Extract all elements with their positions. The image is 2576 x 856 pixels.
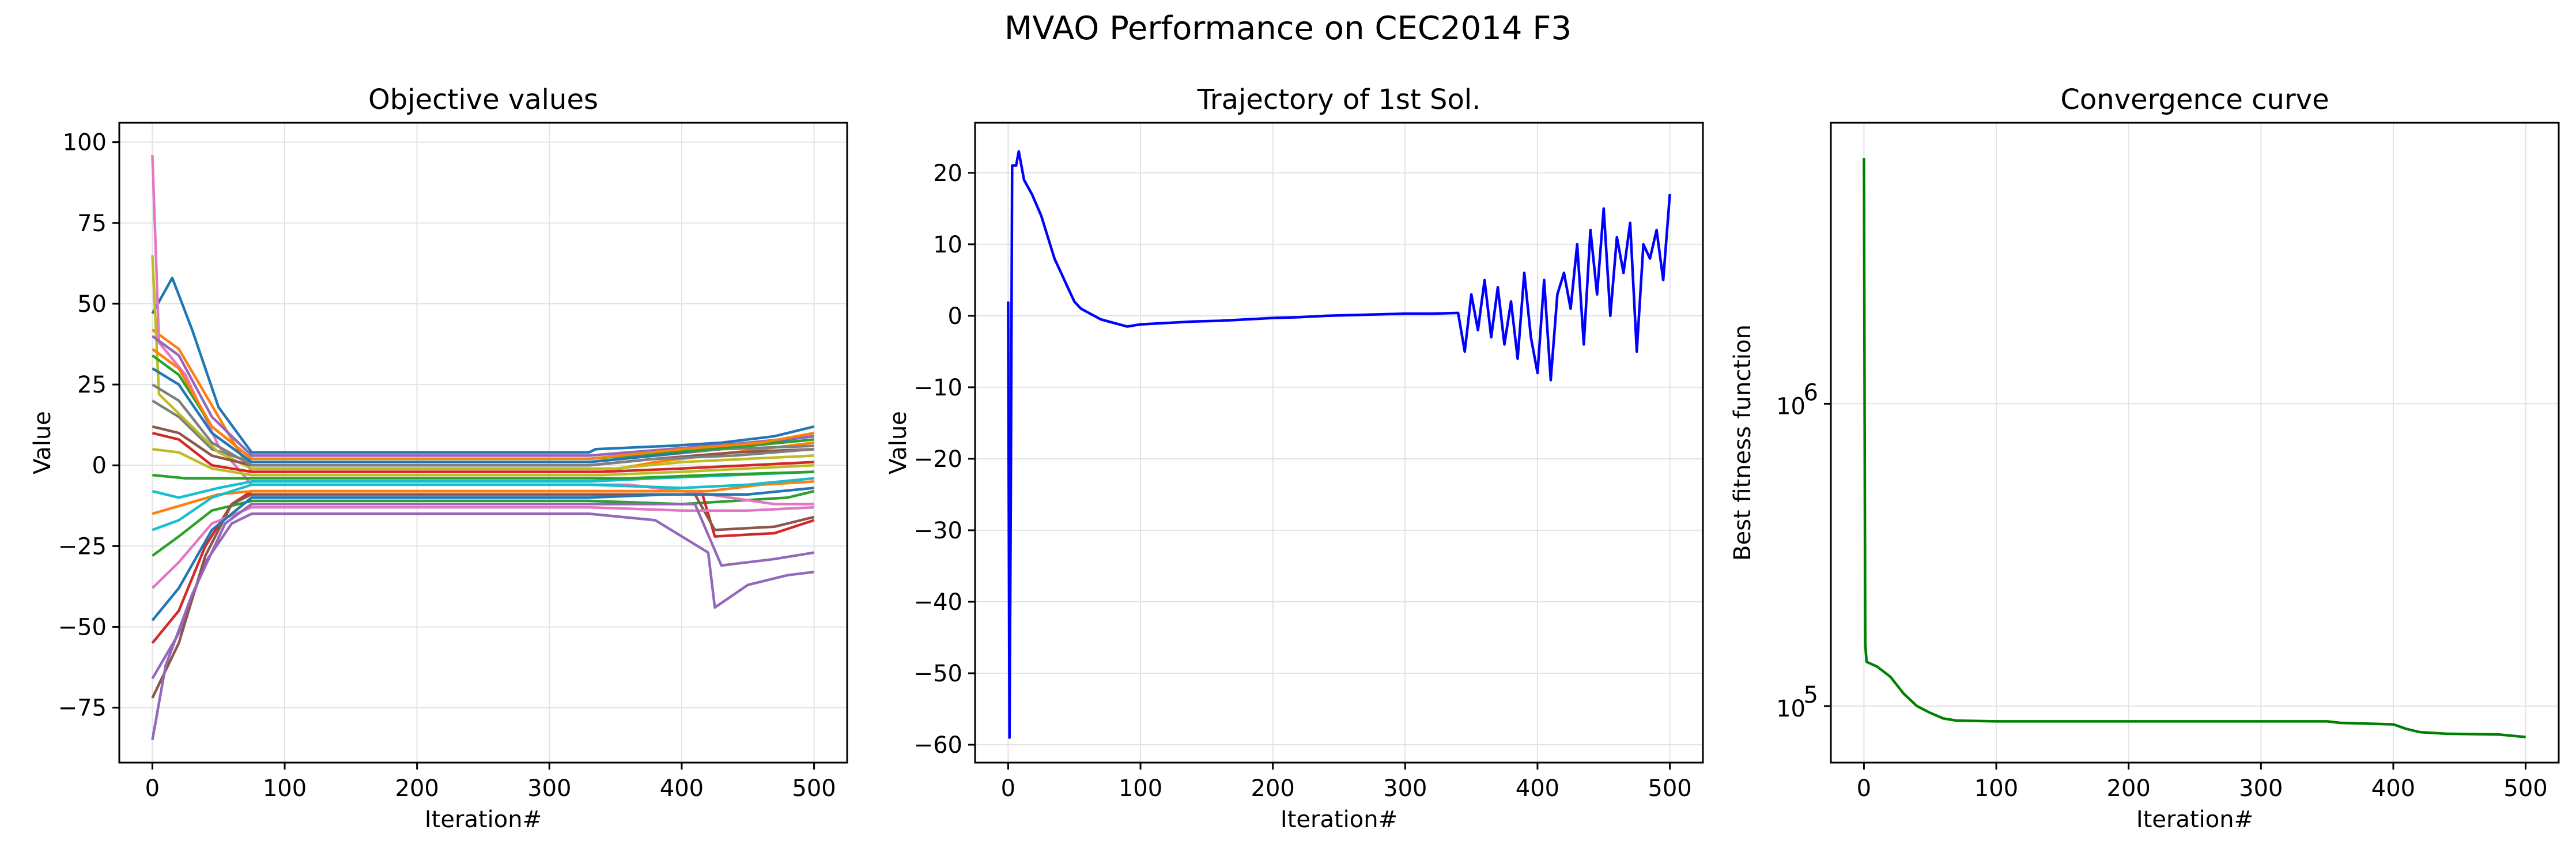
x-tick-label: 300 (2239, 775, 2283, 802)
x-tick-label: 200 (2107, 775, 2151, 802)
y-tick-label: 50 (77, 291, 107, 318)
panel-2: 0 100 200 300 400 500 −60 −50 −40 −30 −20 −10 0 10 20 T… (885, 84, 1704, 833)
series-line-17 (151, 506, 814, 589)
x-tick-label: 300 (527, 775, 571, 802)
axes-frame (118, 122, 848, 764)
y-tick-label: 20 (933, 160, 962, 187)
series-line-20 (152, 477, 814, 531)
series-line-23 (152, 470, 814, 480)
axes-title: Convergence curve (2060, 84, 2329, 116)
x-tick-label: 300 (1383, 775, 1427, 802)
axes-title: Trajectory of 1st Sol. (1197, 84, 1481, 116)
series-line-6 (151, 493, 815, 699)
series-line-5 (151, 512, 814, 680)
y-axis-label: Value (885, 411, 912, 474)
x-axis-label: Iteration# (1281, 806, 1397, 833)
series-line-3 (152, 489, 815, 557)
y-tick-label: −10 (914, 375, 962, 401)
series-line-14 (152, 432, 814, 473)
x-tick-label: 400 (660, 775, 704, 802)
y-tick-label: −50 (914, 661, 962, 687)
y-tick-label: −25 (58, 533, 107, 560)
y-axis-label: Best fitness function (1729, 325, 1756, 561)
axes-title: Objective values (368, 84, 598, 116)
panel-1: 0 100 200 300 400 500 −75 −50 −25 0 25 50 75 100 Objec… (29, 84, 848, 833)
series-line-1 (1863, 158, 2526, 738)
y-tick-exponent: 6 (1804, 379, 1818, 406)
x-tick-label: 100 (1119, 775, 1162, 802)
series-line-24 (151, 503, 814, 741)
y-tick-label: 25 (77, 372, 107, 398)
series-line-15 (152, 335, 814, 457)
x-tick-label: 0 (1857, 775, 1871, 802)
x-tick-label: 400 (1516, 775, 1559, 802)
y-tick-label: 10 (1776, 393, 1806, 420)
y-tick-label: −60 (914, 732, 962, 759)
series-line-1 (1007, 150, 1671, 739)
series-line-21 (151, 487, 814, 621)
x-axis-label: Iteration# (2136, 806, 2253, 833)
y-tick-label: 0 (948, 303, 962, 330)
y-tick-label: −30 (914, 518, 962, 544)
series-line-12 (152, 480, 814, 515)
x-tick-label: 100 (263, 775, 307, 802)
x-tick-label: 0 (145, 775, 160, 802)
y-tick-label: −20 (914, 446, 962, 473)
x-tick-label: 100 (1974, 775, 2018, 802)
y-axis-label: Value (29, 411, 56, 474)
x-tick-label: 500 (2503, 775, 2547, 802)
y-tick-label: 10 (1776, 696, 1806, 722)
y-tick-exponent: 5 (1804, 682, 1818, 708)
axes-frame (1830, 122, 2560, 764)
y-tick-label: 0 (92, 452, 107, 479)
y-tick-label: −40 (914, 589, 962, 616)
series-line-9 (151, 255, 814, 470)
x-axis-label: Iteration# (425, 806, 542, 833)
y-tick-label: 75 (77, 210, 107, 237)
x-tick-label: 0 (1001, 775, 1015, 802)
y-tick-label: −50 (58, 614, 107, 641)
figure-suptitle: MVAO Performance on CEC2014 F3 (1004, 10, 1572, 47)
x-tick-label: 200 (395, 775, 439, 802)
series-line-19 (152, 447, 814, 477)
series-line-1 (151, 276, 815, 454)
y-tick-label: −75 (58, 695, 107, 722)
x-tick-label: 500 (1648, 775, 1691, 802)
axes-frame (974, 122, 1704, 764)
x-tick-label: 200 (1251, 775, 1295, 802)
series-line-22 (152, 348, 815, 461)
x-tick-label: 500 (792, 775, 836, 802)
x-tick-label: 400 (2371, 775, 2415, 802)
y-tick-label: 10 (933, 232, 962, 258)
y-tick-label: 100 (63, 130, 107, 156)
series-line-18 (152, 383, 814, 467)
